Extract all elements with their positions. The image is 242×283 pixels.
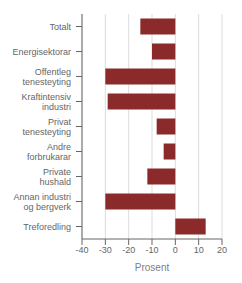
svg-text:Andreforbrukarar: Andreforbrukarar bbox=[27, 142, 71, 162]
svg-text:Privatehushald: Privatehushald bbox=[39, 167, 71, 187]
svg-text:Treforedling: Treforedling bbox=[23, 222, 71, 232]
svg-text:Annan industriog bergverk: Annan industriog bergverk bbox=[13, 192, 71, 212]
svg-text:Prosent: Prosent bbox=[135, 262, 170, 273]
svg-text:Totalt: Totalt bbox=[49, 22, 71, 32]
svg-text:Offentlegtenesteyting: Offentlegtenesteyting bbox=[22, 67, 71, 87]
svg-text:0: 0 bbox=[173, 245, 178, 255]
svg-text:-10: -10 bbox=[145, 245, 158, 255]
svg-text:10: 10 bbox=[194, 245, 204, 255]
svg-text:20: 20 bbox=[217, 245, 227, 255]
svg-text:Energisektorar: Energisektorar bbox=[12, 47, 71, 57]
svg-text:-20: -20 bbox=[122, 245, 135, 255]
svg-text:Privattenesteyting: Privattenesteyting bbox=[22, 117, 71, 137]
svg-text:-40: -40 bbox=[75, 245, 88, 255]
svg-text:Kraftintensivindustri: Kraftintensivindustri bbox=[21, 92, 71, 112]
svg-text:-30: -30 bbox=[99, 245, 112, 255]
